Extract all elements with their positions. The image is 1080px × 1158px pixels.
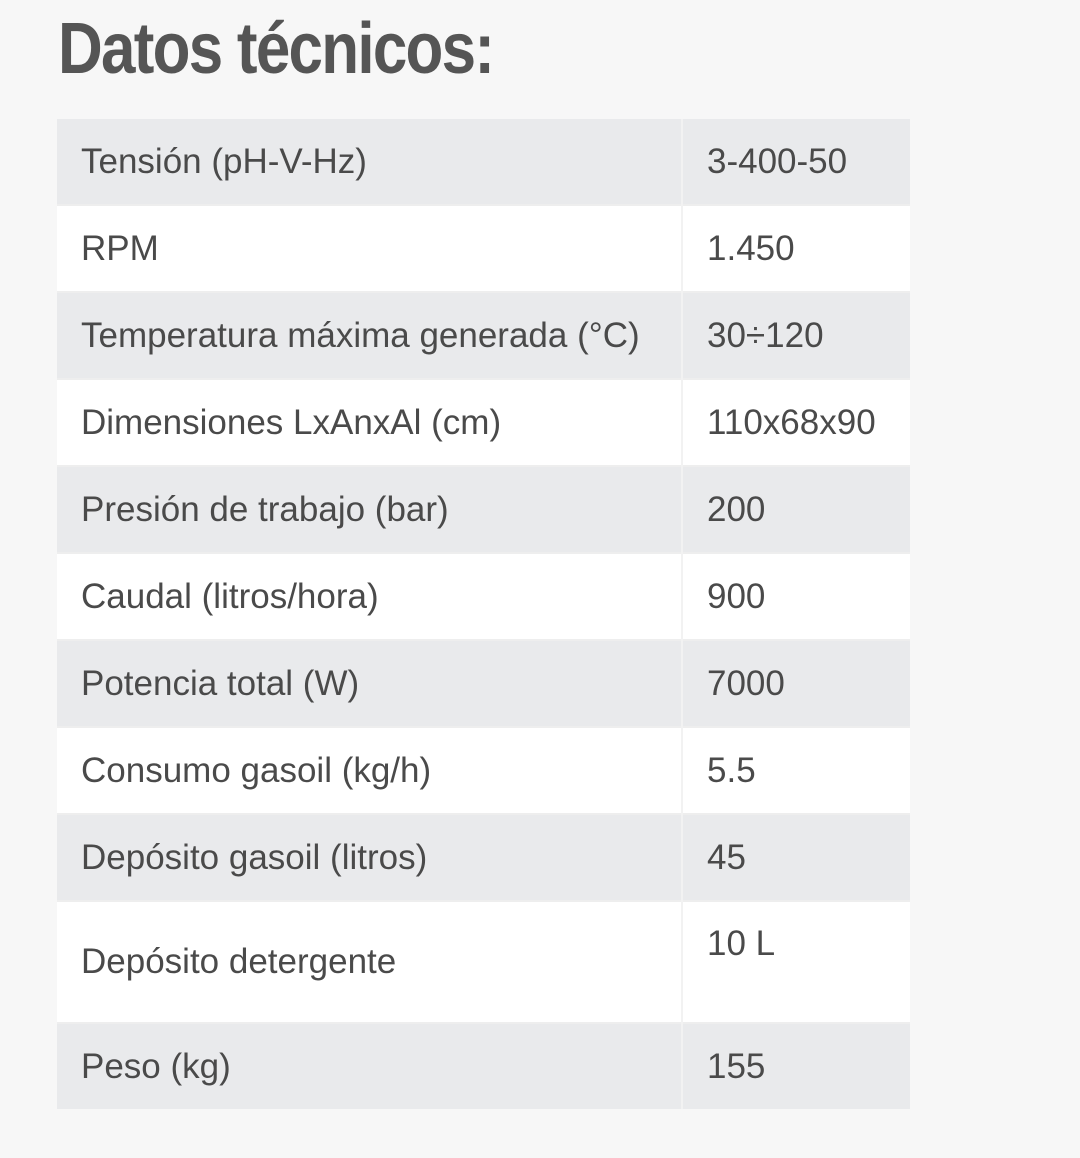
spec-value: 155 bbox=[682, 1022, 910, 1109]
spec-label: Tensión (pH-V-Hz) bbox=[57, 119, 683, 205]
spec-label: Presión de trabajo (bar) bbox=[57, 465, 683, 553]
spec-value: 900 bbox=[682, 552, 910, 640]
spec-label: RPM bbox=[57, 204, 683, 292]
table-row: RPM 1.450 bbox=[57, 204, 910, 292]
table-row: Potencia total (W) 7000 bbox=[57, 639, 910, 727]
spec-label: Dimensiones LxAnxAl (cm) bbox=[57, 378, 683, 466]
table-row: Presión de trabajo (bar) 200 bbox=[57, 465, 910, 553]
table-row: Temperatura máxima generada (°C) 30÷120 bbox=[57, 291, 910, 379]
table-row: Depósito gasoil (litros) 45 bbox=[57, 813, 910, 901]
page-title: Datos técnicos: bbox=[58, 9, 495, 89]
table-row: Peso (kg) 155 bbox=[57, 1022, 910, 1109]
spec-label: Temperatura máxima generada (°C) bbox=[57, 291, 683, 379]
table-row: Depósito detergente 10 L bbox=[57, 900, 910, 1023]
spec-value: 200 bbox=[682, 465, 910, 553]
specs-table: Tensión (pH-V-Hz) 3-400-50 RPM 1.450 Tempera… bbox=[57, 119, 910, 1109]
spec-label: Caudal (litros/hora) bbox=[57, 552, 683, 640]
spec-value: 45 bbox=[682, 813, 910, 901]
spec-label: Peso (kg) bbox=[57, 1022, 683, 1109]
table-row: Dimensiones LxAnxAl (cm) 110x68x90 bbox=[57, 378, 910, 466]
spec-label: Depósito detergente bbox=[57, 900, 683, 1023]
spec-value: 30÷120 bbox=[682, 291, 910, 379]
spec-value: 3-400-50 bbox=[682, 119, 910, 205]
spec-value: 1.450 bbox=[682, 204, 910, 292]
table-row: Consumo gasoil (kg/h) 5.5 bbox=[57, 726, 910, 814]
spec-value: 5.5 bbox=[682, 726, 910, 814]
spec-value: 110x68x90 bbox=[682, 378, 910, 466]
spec-label: Consumo gasoil (kg/h) bbox=[57, 726, 683, 814]
spec-label: Depósito gasoil (litros) bbox=[57, 813, 683, 901]
table-row: Caudal (litros/hora) 900 bbox=[57, 552, 910, 640]
spec-value: 10 L bbox=[682, 900, 910, 1023]
spec-value: 7000 bbox=[682, 639, 910, 727]
table-row: Tensión (pH-V-Hz) 3-400-50 bbox=[57, 119, 910, 205]
spec-label: Potencia total (W) bbox=[57, 639, 683, 727]
